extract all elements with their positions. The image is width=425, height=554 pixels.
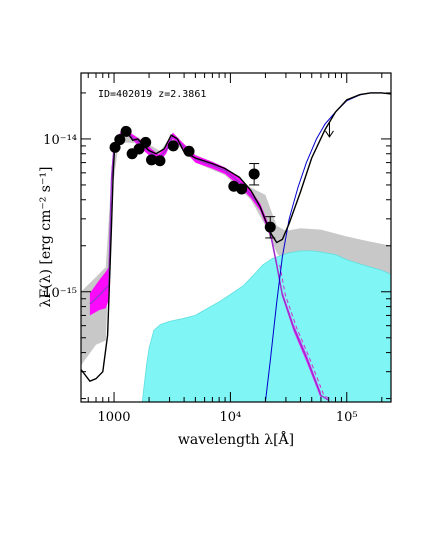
photometry-point xyxy=(140,136,152,148)
total-model-line xyxy=(81,92,391,383)
photometry-point xyxy=(154,155,166,167)
x-axis-title: wavelength λ[Å] xyxy=(178,430,294,448)
annotation-label: ID=402019 z=2.3861 xyxy=(98,89,206,100)
y-tick-label: 10⁻¹⁴ xyxy=(43,133,77,148)
photometry-point xyxy=(264,221,276,233)
upper-limit-arrow xyxy=(325,130,334,138)
x-tick-label: 10⁴ xyxy=(220,410,242,425)
plot-frame xyxy=(80,72,392,403)
photometry-point xyxy=(114,134,126,146)
photometry-point xyxy=(120,125,132,137)
photometry-point xyxy=(248,168,260,180)
photometry-point xyxy=(236,183,248,195)
torus-component-edge xyxy=(141,250,391,402)
y-tick-label: 10⁻¹⁵ xyxy=(43,286,77,301)
y-axis-title: λF(λ) [erg cm⁻² s⁻¹] xyxy=(38,167,54,308)
photometry-point xyxy=(167,140,179,152)
photometry-point xyxy=(146,154,158,166)
x-tick-label: 10⁵ xyxy=(336,410,358,425)
x-tick-label: 1000 xyxy=(97,410,130,425)
torus-component-area xyxy=(142,250,391,402)
photometry-point xyxy=(183,145,195,157)
